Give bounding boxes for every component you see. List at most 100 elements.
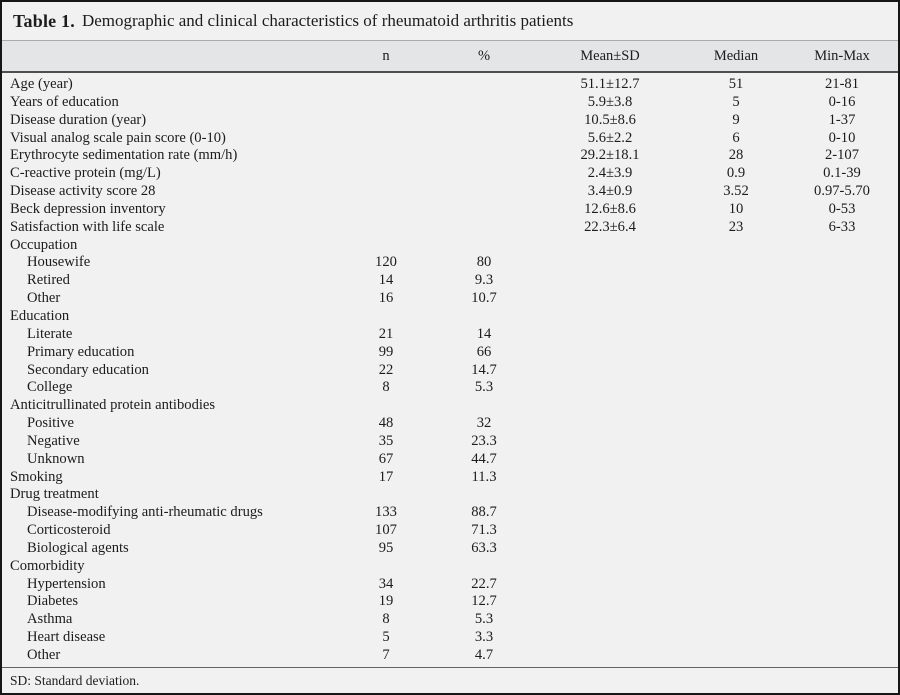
cell-percent (434, 308, 534, 326)
row-label: Retired (27, 272, 70, 289)
cell-percent (434, 201, 534, 219)
row-label: Beck depression inventory (10, 200, 166, 217)
cell-n (338, 94, 434, 112)
cell-percent (434, 397, 534, 415)
cell-n: 19 (378, 593, 394, 610)
cell-median (686, 362, 786, 380)
cell-mean-sd (534, 308, 686, 326)
cell-mean-sd (534, 522, 686, 540)
cell-n: 35 (378, 432, 394, 449)
table-row: Retired 14 9.3 (2, 272, 898, 290)
cell-min-max (786, 308, 898, 326)
row-label: Satisfaction with life scale (10, 218, 165, 235)
table-row: Visual analog scale pain score (0-10) 5.6… (2, 130, 898, 148)
cell-percent (434, 219, 534, 237)
row-label: Asthma (27, 611, 73, 628)
cell-median (686, 290, 786, 308)
cell-percent (434, 112, 534, 130)
cell-mean-sd (534, 576, 686, 594)
cell-min-max (786, 576, 898, 594)
cell-mean-sd: 51.1±12.7 (580, 76, 640, 92)
table-row: Unknown 67 44.7 (2, 451, 898, 469)
cell-median (686, 540, 786, 558)
cell-median (686, 344, 786, 362)
row-label: Secondary education (27, 361, 149, 378)
cell-n: 8 (382, 611, 390, 628)
cell-percent: 14.7 (471, 361, 497, 378)
cell-n: 107 (375, 522, 397, 539)
cell-percent (434, 558, 534, 576)
cell-median (686, 486, 786, 504)
column-header-mean-sd: Mean±SD (580, 47, 640, 64)
cell-n (338, 219, 434, 237)
cell-n: 67 (378, 450, 394, 467)
cell-percent: 10.7 (471, 290, 497, 307)
cell-median: 3.52 (723, 183, 749, 200)
cell-percent: 22.7 (471, 575, 497, 592)
cell-median (686, 593, 786, 611)
cell-n: 22 (378, 361, 394, 378)
cell-min-max (786, 469, 898, 487)
cell-min-max: 0-10 (828, 129, 856, 146)
cell-mean-sd (534, 344, 686, 362)
cell-min-max (786, 344, 898, 362)
cell-min-max: 0.1-39 (823, 165, 861, 182)
row-label: Heart disease (27, 629, 106, 646)
cell-percent: 80 (476, 254, 492, 271)
cell-percent: 32 (476, 415, 492, 432)
cell-percent: 4.7 (474, 647, 494, 663)
cell-percent: 23.3 (471, 432, 497, 449)
cell-median (686, 647, 786, 665)
table-row: Drug treatment (2, 486, 898, 504)
table-row: Satisfaction with life scale 22.3±6.4 23 6-… (2, 219, 898, 237)
cell-percent (434, 94, 534, 112)
cell-mean-sd (534, 290, 686, 308)
cell-median (686, 326, 786, 344)
table-row: Negative 35 23.3 (2, 433, 898, 451)
cell-n (338, 183, 434, 201)
cell-mean-sd (534, 397, 686, 415)
row-label: Age (year) (10, 76, 73, 92)
cell-mean-sd: 5.9±3.8 (587, 93, 633, 110)
footnote: SD: Standard deviation. (10, 672, 140, 688)
cell-median (686, 433, 786, 451)
cell-n (338, 130, 434, 148)
cell-mean-sd (534, 540, 686, 558)
table-row: Hypertension 34 22.7 (2, 576, 898, 594)
row-label: Housewife (27, 254, 91, 271)
cell-n: 120 (375, 254, 397, 271)
column-header-percent: % (477, 47, 491, 64)
cell-min-max: 0-16 (828, 93, 856, 110)
cell-median (686, 558, 786, 576)
cell-min-max (786, 326, 898, 344)
table-row: Occupation (2, 237, 898, 255)
cell-n (338, 201, 434, 219)
cell-median: 28 (728, 147, 744, 164)
cell-mean-sd (534, 593, 686, 611)
table-row: Smoking 17 11.3 (2, 469, 898, 487)
row-label: Occupation (10, 236, 78, 253)
row-label: Positive (27, 415, 75, 432)
cell-min-max (786, 593, 898, 611)
cell-min-max (786, 486, 898, 504)
column-header-min-max: Min-Max (814, 47, 870, 64)
cell-percent: 5.3 (474, 611, 494, 628)
cell-mean-sd (534, 611, 686, 629)
cell-percent: 12.7 (471, 593, 497, 610)
cell-percent: 14 (476, 325, 492, 342)
cell-mean-sd (534, 237, 686, 255)
cell-percent: 11.3 (471, 468, 497, 485)
cell-min-max (786, 647, 898, 665)
cell-median (686, 237, 786, 255)
cell-n (338, 558, 434, 576)
table-row: Biological agents 95 63.3 (2, 540, 898, 558)
row-label: Disease activity score 28 (10, 183, 156, 200)
cell-median (686, 308, 786, 326)
cell-min-max: 21-81 (824, 76, 860, 92)
cell-n: 34 (378, 575, 394, 592)
row-label: Literate (27, 325, 73, 342)
table-row: Age (year) 51.1±12.7 51 21-81 (2, 76, 898, 94)
cell-min-max: 6-33 (828, 218, 856, 235)
cell-percent: 9.3 (474, 272, 494, 289)
cell-percent (434, 486, 534, 504)
